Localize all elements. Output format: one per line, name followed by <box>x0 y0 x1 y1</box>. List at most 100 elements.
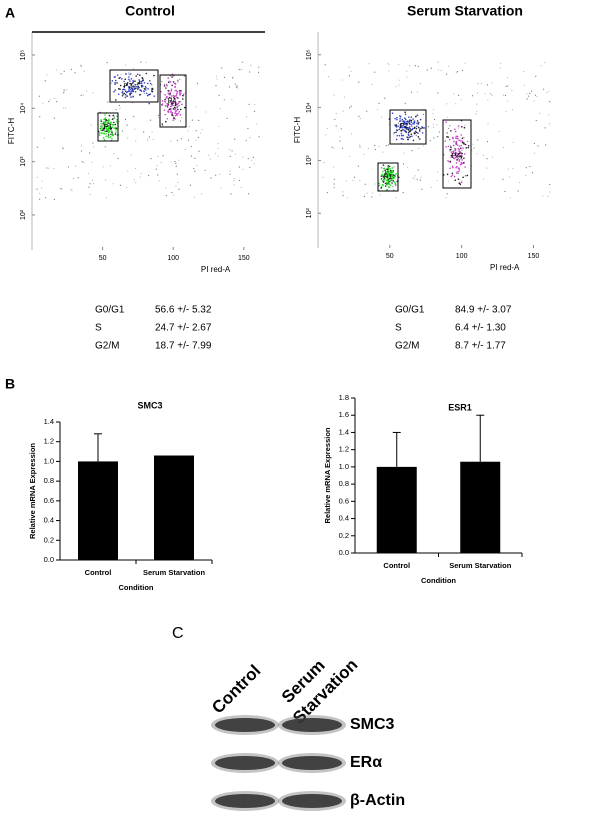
event-dot <box>455 103 457 105</box>
event-dot <box>454 130 457 133</box>
event-dot <box>512 167 514 170</box>
event-dot <box>359 144 361 146</box>
event-dot <box>407 128 410 131</box>
x-axis-label: PI red-A <box>201 265 231 274</box>
event-dot <box>139 82 142 85</box>
event-dot <box>130 92 133 94</box>
event-dot <box>415 131 418 134</box>
panel-label: A <box>5 5 15 21</box>
stat-label: G0/G1 <box>95 305 125 316</box>
event-dot <box>121 130 124 132</box>
event-dot <box>252 156 254 159</box>
event-dot <box>461 149 463 151</box>
event-dot <box>177 102 180 105</box>
event-dot <box>229 155 231 158</box>
event-dot <box>167 110 170 112</box>
event-dot <box>350 70 352 72</box>
event-dot <box>250 64 252 67</box>
event-dot <box>548 90 550 92</box>
event-dot <box>164 100 166 103</box>
event-dot <box>231 98 233 100</box>
event-dot <box>152 138 154 141</box>
event-dot <box>457 158 459 160</box>
event-dot <box>414 65 416 67</box>
event-dot <box>458 159 461 161</box>
event-dot <box>179 78 181 80</box>
event-dot <box>453 140 455 143</box>
event-dot <box>385 181 388 184</box>
event-dot <box>48 100 50 103</box>
event-dot <box>111 79 114 82</box>
event-dot <box>420 127 422 130</box>
event-dot <box>238 166 241 168</box>
event-dot <box>132 90 135 93</box>
event-dot <box>187 139 190 141</box>
event-dot <box>111 123 114 126</box>
event-dot <box>143 92 145 94</box>
event-dot <box>408 122 411 124</box>
event-dot <box>381 183 384 186</box>
event-dot <box>133 87 136 90</box>
event-dot <box>533 142 535 145</box>
event-dot <box>455 71 457 74</box>
event-dot <box>437 92 439 94</box>
event-dot <box>218 94 220 96</box>
event-dot <box>451 152 453 155</box>
event-dot <box>131 87 134 90</box>
event-dot <box>113 153 115 155</box>
event-dot <box>544 127 546 129</box>
y-tick-label: 1.8 <box>339 393 349 402</box>
event-dot <box>127 170 129 172</box>
event-dot <box>416 114 419 116</box>
event-dot <box>177 81 179 83</box>
event-dot <box>342 191 344 193</box>
y-axis-label: FITC-H <box>7 118 16 144</box>
event-dot <box>349 107 351 109</box>
chart-title: ESR1 <box>448 402 472 412</box>
y-tick-label: 10² <box>306 208 313 219</box>
event-dot <box>228 149 231 151</box>
event-dot <box>148 136 151 138</box>
event-dot <box>60 188 63 190</box>
event-dot <box>380 116 383 118</box>
event-dot <box>169 108 171 110</box>
event-dot <box>165 194 167 197</box>
x-tick-label: Control <box>85 568 112 577</box>
event-dot <box>178 159 180 161</box>
event-dot <box>103 127 106 130</box>
event-dot <box>140 172 142 175</box>
event-dot <box>539 112 541 114</box>
event-dot <box>167 89 170 92</box>
event-dot <box>404 123 406 126</box>
event-dot <box>161 103 164 105</box>
event-dot <box>502 147 505 149</box>
event-dot <box>129 80 131 82</box>
event-dot <box>384 171 387 173</box>
event-dot <box>100 132 103 134</box>
event-dot <box>151 131 153 133</box>
blot-band-halo <box>278 753 346 773</box>
event-dot <box>249 166 251 169</box>
event-dot <box>166 95 168 98</box>
y-axis-label: Relative mRNA Expression <box>28 443 37 539</box>
event-dot <box>359 118 361 120</box>
event-dot <box>166 84 168 87</box>
event-dot <box>176 79 179 82</box>
event-dot <box>107 135 109 138</box>
event-dot <box>402 134 405 137</box>
event-dot <box>234 153 237 155</box>
event-dot <box>398 84 400 86</box>
event-dot <box>63 70 65 72</box>
event-dot <box>109 136 112 138</box>
event-dot <box>376 108 379 110</box>
event-dot <box>105 128 108 130</box>
event-dot <box>134 85 136 88</box>
event-dot <box>229 173 231 175</box>
bar <box>376 466 417 553</box>
event-dot <box>184 148 186 150</box>
event-dot <box>173 92 175 94</box>
event-dot <box>169 100 172 102</box>
y-tick-label: 1.0 <box>44 456 54 465</box>
event-dot <box>335 125 337 127</box>
event-dot <box>190 155 192 157</box>
